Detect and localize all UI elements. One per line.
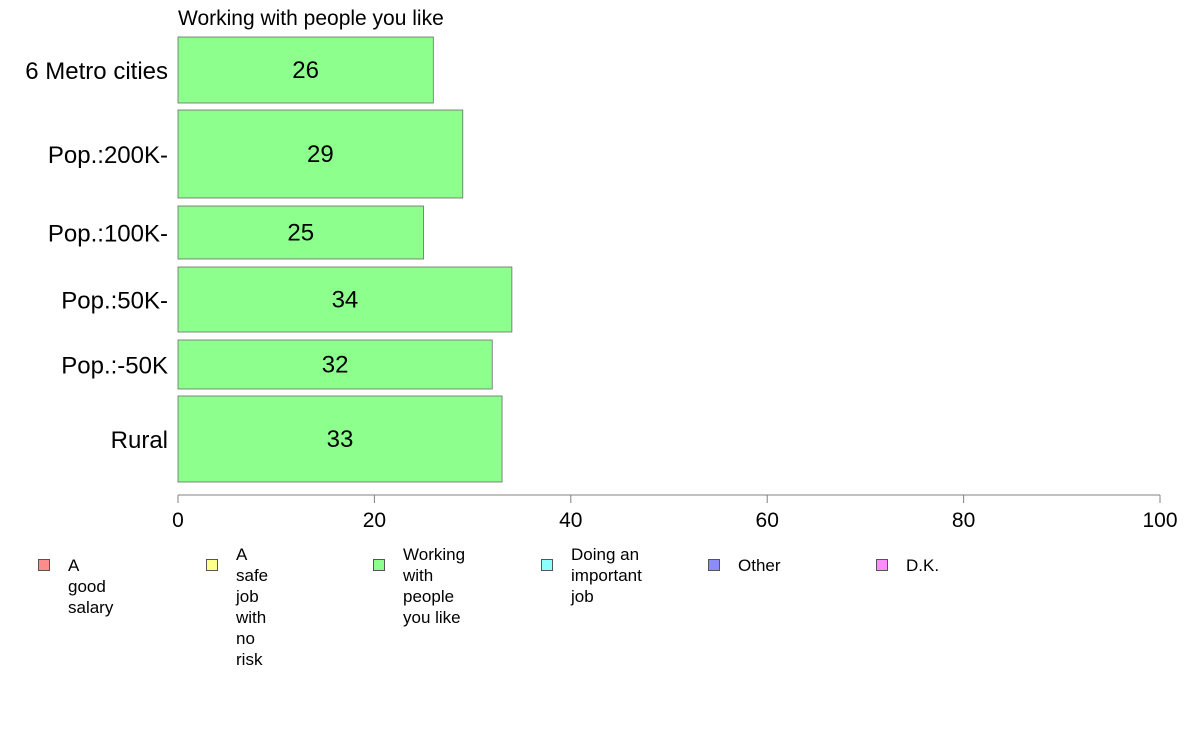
- bar-value-label: 33: [327, 426, 354, 453]
- bar-value-label: 29: [307, 141, 334, 168]
- bar-value-label: 25: [287, 220, 314, 247]
- x-tick-label: 40: [559, 509, 582, 532]
- legend-label: A good salary: [68, 556, 114, 617]
- category-label: Rural: [111, 427, 168, 454]
- x-tick-label: 60: [756, 509, 779, 532]
- legend-swatch: [373, 559, 385, 571]
- category-label: Pop.:100K-: [48, 221, 168, 248]
- bar: [177, 395, 503, 483]
- legend-label: Other: [738, 556, 781, 575]
- category-label: Pop.:50K-: [61, 288, 168, 315]
- chart-title: Working with people you like: [178, 7, 444, 30]
- legend-label: D.K.: [906, 556, 940, 575]
- bar: [177, 109, 464, 199]
- legend-swatch: [708, 559, 720, 571]
- bar: [177, 266, 513, 333]
- x-tick-label: 20: [363, 509, 386, 532]
- legend-swatch: [541, 559, 553, 571]
- legend-swatch: [38, 559, 50, 571]
- legend-label: A safe job with no risk: [236, 545, 269, 669]
- x-tick-label: 80: [952, 509, 975, 532]
- category-label: Pop.:-50K: [61, 353, 168, 380]
- bar: [177, 339, 493, 390]
- legend-swatch: [876, 559, 888, 571]
- x-tick-label: 0: [172, 509, 184, 532]
- bar: [177, 36, 434, 104]
- bar-value-label: 26: [292, 57, 319, 84]
- category-label: Pop.:200K-: [48, 142, 168, 169]
- bar: [177, 205, 424, 260]
- bar-value-label: 32: [322, 352, 349, 379]
- legend-label: Doing an important job: [571, 545, 642, 606]
- legend-label: Working with people you like: [403, 545, 466, 627]
- legend-swatch: [206, 559, 218, 571]
- bar-value-label: 34: [332, 287, 359, 314]
- x-tick-label: 100: [1142, 509, 1177, 532]
- legend: A good salary A safe job with no risk Wo…: [38, 544, 1178, 669]
- category-label: 6 Metro cities: [25, 58, 168, 85]
